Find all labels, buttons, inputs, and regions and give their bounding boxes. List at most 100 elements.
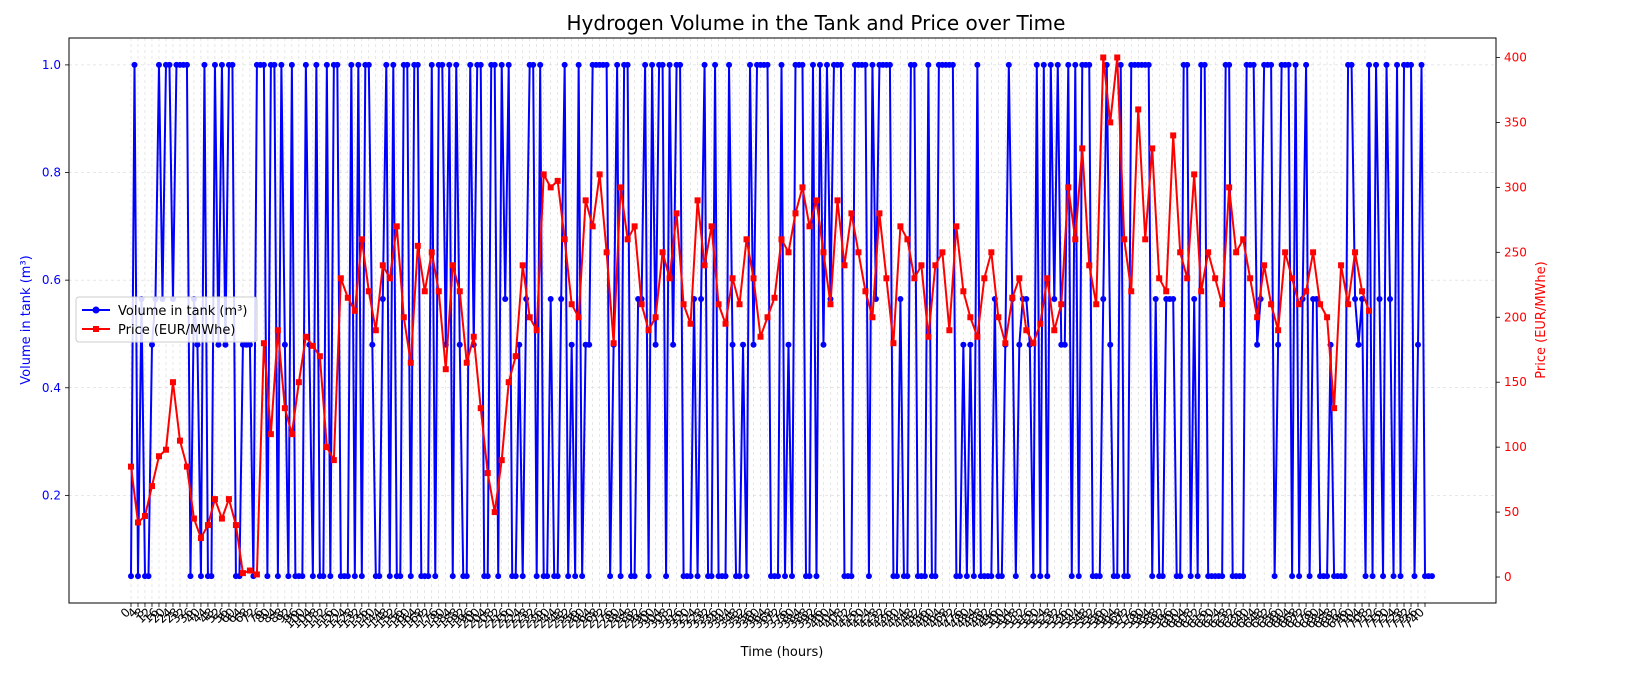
volume-point <box>998 573 1005 580</box>
price-point <box>456 288 463 295</box>
volume-point <box>666 61 673 68</box>
volume-point <box>1051 295 1058 302</box>
price-point <box>1016 275 1023 282</box>
volume-point <box>1390 573 1397 580</box>
price-point <box>246 567 253 574</box>
right-axis: 0 50 100 150 200 250 300 350 400 <box>1496 50 1527 584</box>
volume-point <box>1250 61 1257 68</box>
volume-point <box>309 573 316 580</box>
price-point <box>239 570 246 577</box>
price-point <box>379 262 386 269</box>
volume-point <box>491 61 498 68</box>
price-point <box>638 301 645 308</box>
volume-point <box>1191 295 1198 302</box>
volume-point <box>1296 573 1303 580</box>
price-point <box>911 275 918 282</box>
volume-point <box>607 573 614 580</box>
price-point <box>407 359 414 366</box>
price-point <box>820 249 827 256</box>
right-y-tick-label: 300 <box>1504 180 1527 194</box>
price-point <box>547 184 554 191</box>
price-point <box>603 249 610 256</box>
price-point <box>1268 301 1275 308</box>
price-point <box>736 301 743 308</box>
price-point <box>1037 320 1044 327</box>
volume-point <box>351 573 358 580</box>
price-point <box>1310 249 1317 256</box>
price-point <box>1107 119 1114 126</box>
price-point <box>1170 132 1177 139</box>
volume-point <box>778 61 785 68</box>
price-point <box>260 340 267 347</box>
x-axis-label: Time (hours) <box>740 645 824 660</box>
volume-point <box>816 61 823 68</box>
price-point <box>330 457 337 464</box>
volume-point <box>799 61 806 68</box>
price-point <box>169 379 176 386</box>
legend: Volume in tank (m³) Price (EUR/MWhe) <box>75 296 258 343</box>
volume-point <box>1383 61 1390 68</box>
volume-point <box>617 573 624 580</box>
left-y-tick-label: 1.0 <box>42 58 61 72</box>
price-point <box>435 288 442 295</box>
price-point <box>1240 236 1247 243</box>
price-point <box>1184 275 1191 282</box>
volume-point <box>281 341 288 348</box>
volume-point <box>299 573 306 580</box>
volume-point <box>1418 61 1425 68</box>
volume-point <box>383 61 390 68</box>
volume-point <box>404 61 411 68</box>
volume-series <box>128 61 1435 580</box>
price-point <box>960 288 967 295</box>
price-point <box>141 512 148 519</box>
price-point <box>421 288 428 295</box>
plot-frame <box>68 37 1497 604</box>
volume-point <box>271 61 278 68</box>
price-point <box>1205 249 1212 256</box>
volume-point <box>222 341 229 348</box>
volume-point <box>586 341 593 348</box>
left-y-tick-label: 0.6 <box>42 273 61 287</box>
price-point <box>540 171 547 178</box>
volume-point <box>288 61 295 68</box>
price-point <box>1233 249 1240 256</box>
right-y-tick-label: 100 <box>1504 440 1527 454</box>
price-point <box>575 314 582 321</box>
legend-volume-label: Volume in tank (m³) <box>118 304 247 319</box>
volume-point <box>1068 573 1075 580</box>
volume-point <box>201 61 208 68</box>
volume-point <box>869 61 876 68</box>
price-point <box>428 249 435 256</box>
volume-point <box>642 61 649 68</box>
volume-point <box>1219 573 1226 580</box>
left-y-tick-label: 0.8 <box>42 166 61 180</box>
volume-point <box>1352 295 1359 302</box>
price-point <box>897 223 904 230</box>
volume-point <box>949 61 956 68</box>
price-point <box>883 275 890 282</box>
volume-point <box>554 573 561 580</box>
price-point <box>967 314 974 321</box>
volume-point <box>848 573 855 580</box>
price-point <box>589 223 596 230</box>
price-point <box>554 177 561 184</box>
volume-point <box>1065 61 1072 68</box>
right-y-tick-label: 200 <box>1504 310 1527 324</box>
price-point <box>771 294 778 301</box>
volume-point <box>134 573 141 580</box>
price-point <box>1002 340 1009 347</box>
right-y-tick-label: 50 <box>1504 505 1519 519</box>
volume-point <box>1387 295 1394 302</box>
volume-point <box>624 61 631 68</box>
volume-point <box>1369 573 1376 580</box>
price-point <box>750 275 757 282</box>
price-point <box>533 327 540 334</box>
volume-point <box>747 61 754 68</box>
price-point <box>1156 275 1163 282</box>
price-point <box>1093 301 1100 308</box>
volume-point <box>1075 573 1082 580</box>
price-point <box>491 509 498 516</box>
price-point <box>1030 340 1037 347</box>
price-point <box>645 327 652 334</box>
volume-point <box>865 573 872 580</box>
